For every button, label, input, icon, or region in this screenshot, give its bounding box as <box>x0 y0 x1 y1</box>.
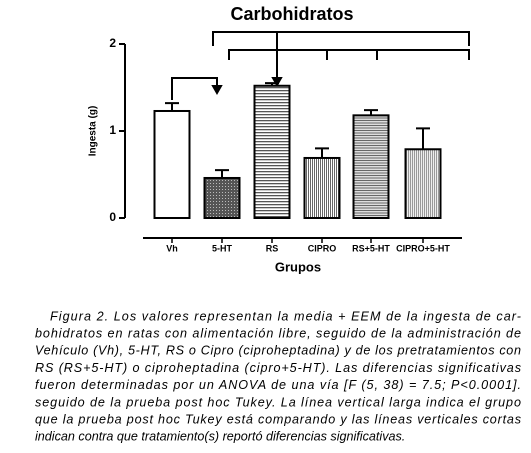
caption-line: bohidratos en ratas con alimentación lib… <box>35 327 521 341</box>
y-tick-label: 2 <box>109 36 116 50</box>
caption-line: Figura 2. Los valores representan la med… <box>50 309 521 323</box>
error-bar <box>364 109 378 116</box>
y-tick-label: 1 <box>109 123 116 137</box>
x-tick-label: 5-HT <box>212 243 233 253</box>
bar <box>352 114 390 219</box>
caption-line: Vehículo (Vh), 5-HT, RS o Cipro (ciprohe… <box>35 344 521 358</box>
error-bar <box>416 127 430 150</box>
x-axis-label: Grupos <box>275 259 321 274</box>
caption-line: que la prueba post hoc Tukey está compar… <box>35 413 522 427</box>
caption-line: seguido de la prueba post hoc Tukey. La … <box>35 395 521 409</box>
bar <box>203 176 241 219</box>
error-bar <box>315 147 329 158</box>
x-tick-label: CIPRO+5-HT <box>396 243 450 253</box>
error-bar <box>265 82 279 86</box>
x-tick-label: CIPRO <box>308 243 337 253</box>
bar <box>303 156 341 219</box>
chart-title: Carbohidratos <box>230 4 353 24</box>
x-tick-label: Vh <box>166 243 178 253</box>
caption-line: RS (RS+5-HT) o ciproheptadina (cipro+5-H… <box>35 361 522 375</box>
caption-line: indican contra que tratamiento(s) report… <box>35 430 405 444</box>
bar <box>153 109 191 219</box>
caption-line: fueron determinadas por un ANOVA de una … <box>35 378 521 392</box>
x-tick-label: RS+5-HT <box>352 243 390 253</box>
bar <box>404 148 442 220</box>
error-bar <box>215 169 229 178</box>
x-tick-label: RS <box>266 243 279 253</box>
y-axis-label: Ingesta (g) <box>88 106 99 157</box>
error-bar <box>165 102 179 111</box>
y-tick-label: 0 <box>109 210 116 224</box>
significance-brackets <box>171 31 470 100</box>
bar <box>253 84 291 220</box>
